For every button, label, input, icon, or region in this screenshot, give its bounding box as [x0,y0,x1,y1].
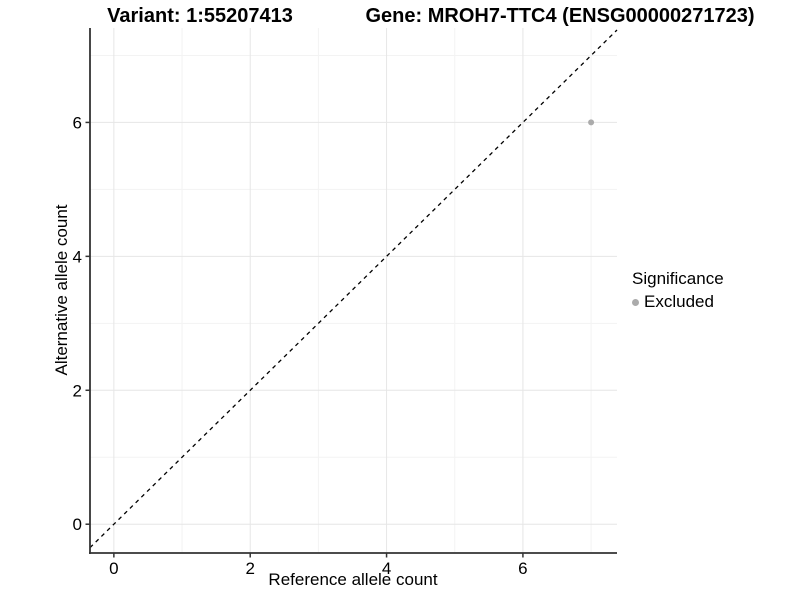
gene-title: Gene: MROH7-TTC4 (ENSG00000271723) [365,5,755,27]
legend-entry-label: Excluded [644,291,714,311]
y-tick-label: 6 [73,113,82,132]
data-point-excluded [588,119,595,126]
y-tick-label: 2 [73,381,82,400]
identity-line [89,29,618,549]
y-tick-label: 4 [73,247,82,266]
variant-title: Variant: 1:55207413 [107,5,293,27]
x-tick-label: 4 [382,559,391,578]
y-axis-title: Alternative allele count [52,204,71,376]
legend-entry-excluded: Excluded [632,291,724,312]
y-tick-label: 0 [73,515,82,534]
legend: Significance Excluded [632,269,724,312]
excluded-point-icon [632,298,639,306]
x-tick-label: 6 [518,559,527,578]
x-tick-label: 2 [245,559,254,578]
legend-title: Significance [632,269,724,288]
x-axis-title: Reference allele count [268,570,438,589]
x-tick-label: 0 [109,559,118,578]
